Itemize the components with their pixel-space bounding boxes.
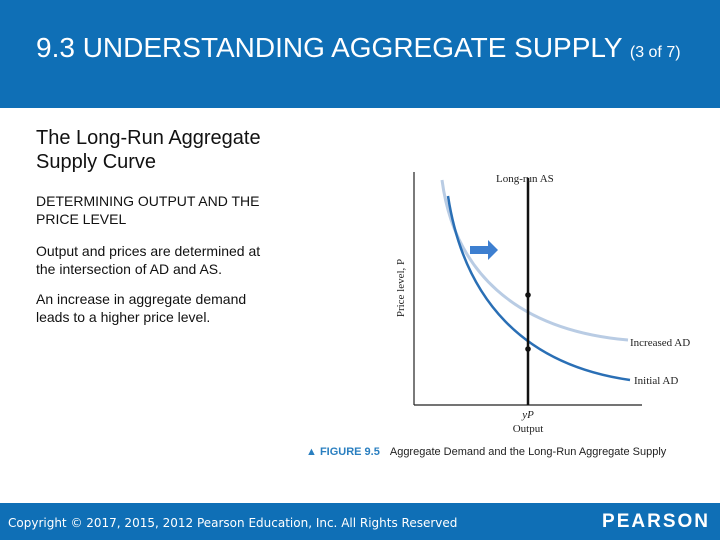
slide-header: 9.3 UNDERSTANDING AGGREGATE SUPPLY (3 of… (0, 0, 720, 108)
slide-subtitle: The Long-Run Aggregate Supply Curve (36, 127, 261, 173)
text-column: The Long-Run Aggregate Supply Curve DETE… (36, 126, 276, 338)
x-axis-label: Output (513, 423, 544, 435)
figure-label: ▲ FIGURE 9.5 (306, 446, 380, 458)
right-arrow-icon (470, 240, 498, 260)
pearson-logo: PEARSON (602, 511, 710, 532)
equilibrium-point-initial (525, 346, 531, 352)
initial-ad-label: Initial AD (634, 375, 678, 387)
copyright-text: Copyright © 2017, 2015, 2012 Pearson Edu… (8, 516, 458, 530)
slide-footer: Copyright © 2017, 2015, 2012 Pearson Edu… (0, 503, 720, 540)
increased-ad-curve (440, 179, 629, 342)
initial-ad-curve (446, 195, 631, 382)
figure-title: Aggregate Demand and the Long-Run Aggreg… (389, 446, 667, 458)
increased-ad-label: Increased AD (630, 337, 690, 349)
section-heading: DETERMINING OUTPUT AND THE PRICE LEVEL (36, 193, 260, 227)
slide-title-suffix: (3 of 7) (629, 44, 681, 61)
paragraph-2: An increase in aggregate demand leads to… (36, 291, 247, 325)
equilibrium-point-increased (525, 292, 531, 298)
paragraph-1: Output and prices are determined at the … (36, 243, 261, 277)
x-tick-label: yP (521, 409, 534, 421)
aggregate-supply-diagram: Long-run AS Increased AD Initial AD Pric… (395, 172, 690, 435)
slide-title: 9.3 UNDERSTANDING AGGREGATE SUPPLY (3 of… (36, 30, 681, 71)
y-axis-label: Price level, P (395, 259, 407, 317)
slide-title-main: 9.3 UNDERSTANDING AGGREGATE SUPPLY (36, 32, 623, 63)
long-run-as-label: Long-run AS (496, 173, 554, 185)
figure-caption: ▲ FIGURE 9.5 Aggregate Demand and the Lon… (306, 446, 666, 458)
